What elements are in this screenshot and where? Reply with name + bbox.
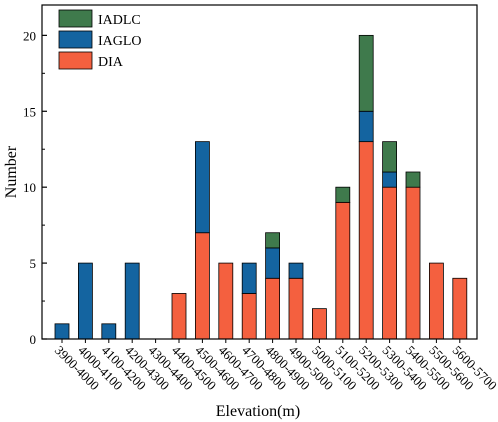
bar-iaglo-4800-4900 [265,247,281,279]
bar-dia-5300-5400 [382,186,398,340]
bar-iaglo-4100-4200 [101,323,117,340]
bar-iaglo-4700-4800 [241,262,257,294]
bar-iadlc-4800-4900 [265,232,281,249]
legend-label-iadlc: IADLC [98,13,141,28]
legend-swatch-iadlc [58,9,93,28]
bar-dia-5600-5700 [452,277,468,340]
bar-iadlc-5400-5500 [405,171,421,188]
y-tick-label: 0 [30,332,37,347]
legend-swatch-dia [58,51,93,70]
bar-dia-4700-4800 [241,293,257,340]
bar-dia-4500-4600 [194,232,210,340]
legend-swatch-iaglo [58,30,93,49]
bar-dia-5400-5500 [405,186,421,340]
bar-iaglo-4000-4100 [78,262,93,340]
y-tick-label: 20 [23,28,36,43]
bar-dia-5200-5300 [358,141,374,340]
bar-dia-5100-5200 [335,201,351,340]
bar-iaglo-4200-4300 [124,262,140,340]
legend: IADLC IAGLO DIA [58,9,142,70]
legend-label-iaglo: IAGLO [98,34,142,49]
bar-iadlc-5200-5300 [358,34,374,112]
y-tick-label: 5 [30,256,37,271]
bar-iaglo-5200-5300 [358,110,374,143]
y-tick-label: 10 [23,180,36,195]
bar-iaglo-4900-5000 [288,262,304,279]
bar-dia-4600-4700 [218,262,234,340]
bar-dia-5000-5100 [311,308,327,340]
y-tick-label: 15 [23,104,36,119]
bar-iadlc-5100-5200 [335,186,351,203]
bar-dia-4900-5000 [288,277,304,340]
bar-iaglo-3900-4000 [54,323,70,340]
legend-label-dia: DIA [98,55,124,70]
bar-iaglo-4500-4600 [194,141,210,234]
bar-iadlc-5300-5400 [382,141,398,173]
axes-layer: 051015203900-40004000-41004100-42004200-… [23,4,498,393]
bar-dia-4800-4900 [265,277,281,340]
bars-layer [54,34,468,340]
bar-iaglo-5300-5400 [382,171,398,188]
plot-frame [41,4,478,340]
y-axis-title: Number [3,145,20,198]
bar-dia-5500-5600 [428,262,444,340]
bar-dia-4400-4500 [171,293,187,340]
x-axis-title: Elevation(m) [216,403,300,420]
